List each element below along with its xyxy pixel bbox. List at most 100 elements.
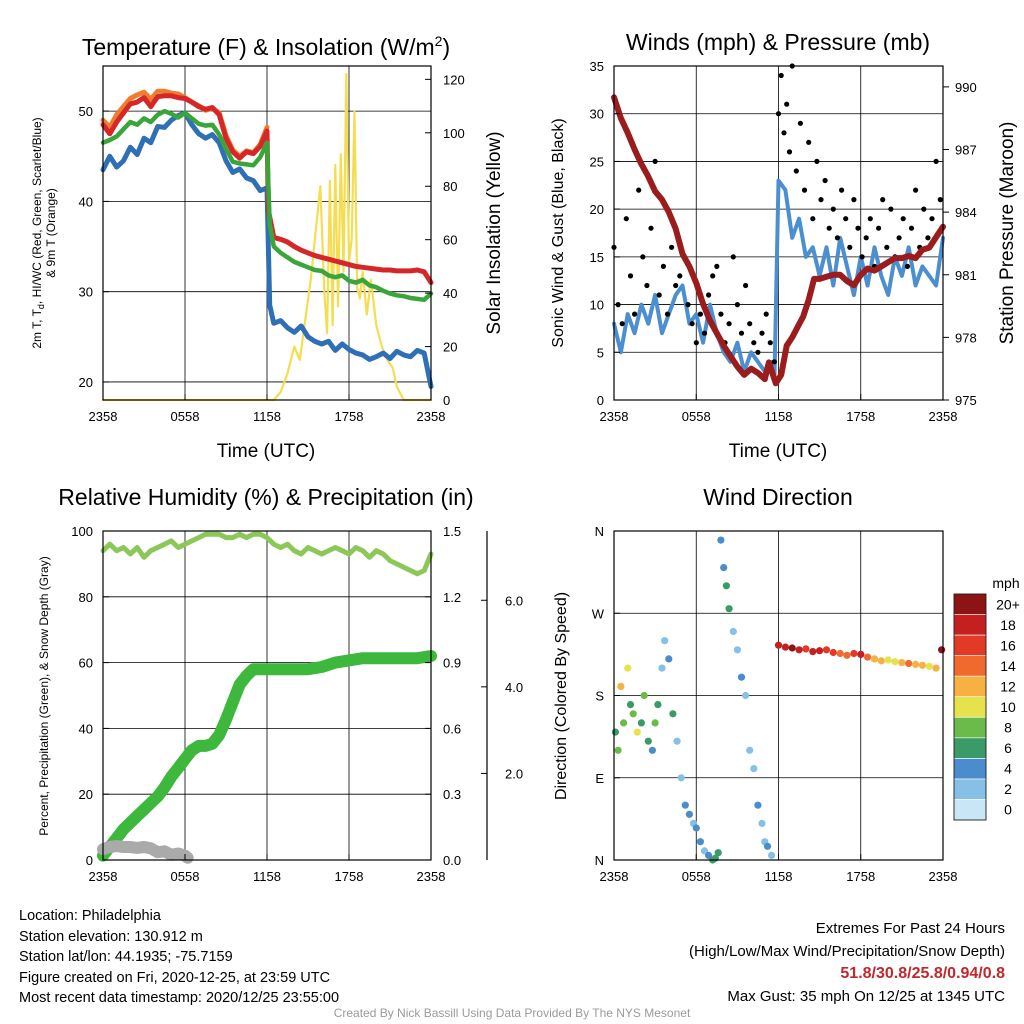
direction-point <box>829 648 837 657</box>
winds-series <box>611 63 946 387</box>
direction-point <box>857 650 865 659</box>
x-tick-label: 2358 <box>417 409 446 424</box>
winds-panel: Winds (mph) & Pressure (mb) 2358 0558 1158… <box>550 29 1018 462</box>
colorbar-swatch <box>953 758 987 780</box>
precip-y-tick-label: 1.2 <box>443 590 461 605</box>
station-info: Location: Philadelphia Station elevation… <box>19 906 339 1009</box>
gust-point <box>640 254 646 260</box>
direction-points <box>611 536 946 864</box>
pressure-y-tick-label: 990 <box>955 80 977 95</box>
x-tick-label: 0558 <box>171 869 200 884</box>
gust-point <box>778 72 784 79</box>
gust-point <box>925 235 931 241</box>
x-tick-label: 2358 <box>929 409 958 424</box>
gust-point <box>867 216 873 222</box>
direction-grid <box>614 531 943 860</box>
direction-y-axis-label: Direction (Colored By Speed) <box>553 592 570 800</box>
colorbar-swatch <box>953 614 987 636</box>
direction-panel: Wind Direction 2358 0558 1158 1758 2358NESWN… <box>553 484 1020 884</box>
colorbar-level-label: 6 <box>1004 740 1012 756</box>
direction-point <box>611 728 620 736</box>
gust-point <box>786 149 793 155</box>
gust-point <box>652 158 658 164</box>
x-tick-label: 2358 <box>89 409 118 424</box>
direction-point <box>714 849 722 857</box>
dir-y-tick-label: N <box>595 524 604 539</box>
colorbar-level-label: 4 <box>1004 761 1012 777</box>
temp-y-tick-label: 20 <box>79 375 93 390</box>
direction-point <box>750 765 758 773</box>
direction-point <box>742 691 750 700</box>
wind-y-tick-label: 5 <box>597 345 604 360</box>
direction-point <box>802 645 810 653</box>
colorbar-swatch <box>953 778 987 800</box>
gust-point <box>913 187 919 193</box>
meteogram-figure: Temperature (F) & Insolation (W/m2) 2358… <box>30 29 1020 884</box>
colorbar-swatch <box>953 593 987 615</box>
gust-point <box>669 244 675 250</box>
direction-point <box>870 655 879 663</box>
direction-point <box>720 564 728 572</box>
x-tick-label: 2358 <box>89 869 118 884</box>
gust-point <box>706 292 712 298</box>
snow-y-tick-label: 2.0 <box>505 766 523 781</box>
direction-point <box>891 658 899 666</box>
rh-y-tick-label: 80 <box>79 590 93 605</box>
speed-colorbar: 0 2 4 6 8 10 12 14 16 18 20+ <box>953 593 1020 821</box>
direction-point <box>763 842 772 850</box>
direction-point <box>918 661 927 669</box>
direction-point <box>620 719 628 727</box>
gust-point <box>619 321 625 327</box>
x-tick-label: 1758 <box>846 869 875 884</box>
temp-y-tick-label: 30 <box>79 285 93 300</box>
pressure-y-tick-label: 975 <box>955 393 977 408</box>
series-snow <box>97 840 194 864</box>
rh-y-tick-label: 0 <box>86 853 93 868</box>
direction-point <box>788 644 796 652</box>
direction-point <box>633 728 641 736</box>
insolation-y-tick-label: 80 <box>443 179 457 194</box>
gust-point <box>863 235 869 241</box>
gust-point <box>730 254 736 260</box>
colorbar-level-label: 8 <box>1004 720 1012 736</box>
extremes-values: 51.8/30.8/25.8/0.94/0.8 <box>840 965 1005 982</box>
winds-axis-ticks: 2358 0558 1158 1758 235805101520253035975978… <box>590 59 977 424</box>
direction-point <box>614 746 622 754</box>
direction-point <box>898 659 906 667</box>
gust-point <box>929 216 935 222</box>
gust-point <box>718 311 724 317</box>
gust-point <box>743 282 749 289</box>
temperature-panel-title: Temperature (F) & Insolation (W/m2) <box>82 33 450 60</box>
most-recent-timestamp: Most recent data timestamp: 2020/12/25 2… <box>19 990 340 1006</box>
direction-point <box>692 824 700 832</box>
gust-point <box>937 197 943 203</box>
wind-y-tick-label: 30 <box>590 107 604 122</box>
x-tick-label: 1158 <box>253 869 281 884</box>
gust-point <box>726 321 732 327</box>
direction-point <box>746 746 754 754</box>
direction-point <box>640 691 648 700</box>
gust-point <box>822 177 828 184</box>
precip-y-tick-label: 0.9 <box>443 656 461 671</box>
x-tick-label: 2358 <box>929 869 958 884</box>
pressure-y-tick-label: 984 <box>955 205 977 220</box>
gust-point <box>847 244 853 250</box>
gust-point <box>884 244 890 250</box>
precip-y-tick-label: 0.0 <box>443 853 461 868</box>
station-location: Location: Philadelphia <box>19 908 161 924</box>
gust-point <box>656 292 662 298</box>
temp-y-tick-label: 50 <box>79 104 93 119</box>
direction-point <box>733 646 742 654</box>
x-tick-label: 0558 <box>171 409 200 424</box>
direction-point <box>651 719 659 727</box>
direction-point <box>705 851 713 860</box>
rh-y-tick-label: 40 <box>79 721 93 736</box>
gust-point <box>784 101 790 107</box>
gust-point <box>664 311 671 317</box>
gust-point <box>689 321 695 327</box>
insolation-y-axis-label: Solar Insolation (Yellow) <box>484 131 505 334</box>
direction-point <box>836 649 844 658</box>
rh-y-tick-label: 20 <box>79 787 93 802</box>
colorbar-swatch <box>953 737 987 759</box>
colorbar-level-label: 0 <box>1004 802 1012 818</box>
